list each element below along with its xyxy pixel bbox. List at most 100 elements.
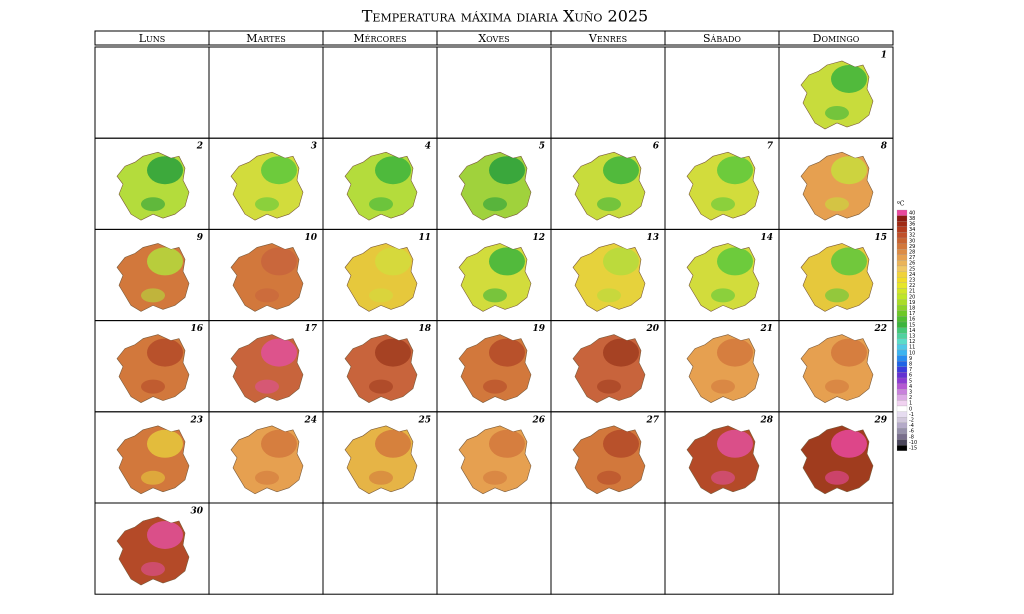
map-zone xyxy=(147,429,183,458)
legend-label: -4 xyxy=(909,423,914,429)
map-zone xyxy=(483,288,507,303)
map-detail xyxy=(369,247,411,303)
day-number: 3 xyxy=(311,142,317,152)
map-detail xyxy=(369,156,411,212)
map xyxy=(344,425,418,495)
map xyxy=(686,334,760,404)
legend-swatch xyxy=(896,372,908,379)
day-number: 12 xyxy=(532,233,545,243)
map-zone xyxy=(255,470,279,485)
legend-label: 30 xyxy=(909,238,915,244)
map-detail xyxy=(711,156,753,212)
day-number: 27 xyxy=(645,415,659,425)
map-detail xyxy=(369,429,411,485)
map-detail xyxy=(255,247,297,303)
day-number: 8 xyxy=(881,142,888,152)
map-zone xyxy=(825,470,849,485)
map xyxy=(686,151,760,221)
legend-swatch xyxy=(896,405,908,412)
map-zone xyxy=(489,156,525,185)
map-zone xyxy=(489,429,525,458)
legend-swatch xyxy=(896,411,908,418)
legend-label: 10 xyxy=(909,350,915,356)
day-number: 22 xyxy=(873,324,887,334)
map xyxy=(800,151,874,221)
map-detail xyxy=(255,156,297,212)
legend-label: 20 xyxy=(909,294,915,300)
map-detail xyxy=(369,338,411,394)
map-zone xyxy=(141,288,165,303)
legend-swatch xyxy=(896,271,908,278)
day-cell xyxy=(664,46,780,139)
map-detail xyxy=(825,247,867,303)
day-cell xyxy=(208,46,324,139)
map-zone xyxy=(711,288,735,303)
map-detail xyxy=(483,338,525,394)
map xyxy=(458,425,532,495)
day-number: 9 xyxy=(197,233,204,243)
day-number: 24 xyxy=(303,415,317,425)
weekday: Luns xyxy=(139,32,166,45)
legend-label: 27 xyxy=(909,255,915,261)
day-number: 23 xyxy=(189,415,203,425)
map-zone xyxy=(717,429,753,458)
day-cell xyxy=(550,502,666,595)
legend-label: 21 xyxy=(909,289,915,295)
legend-swatch xyxy=(896,237,908,244)
day-number: 26 xyxy=(531,415,545,425)
map xyxy=(344,242,418,312)
legend-label: 0 xyxy=(909,406,912,412)
map-zone xyxy=(717,156,753,185)
map xyxy=(344,334,418,404)
map xyxy=(572,242,646,312)
legend-label: 1 xyxy=(909,401,912,407)
map-zone xyxy=(825,106,849,120)
day-number: 11 xyxy=(418,233,431,243)
day-number: 14 xyxy=(760,233,773,243)
map xyxy=(800,425,874,495)
map-zone xyxy=(603,429,639,458)
legend-label: 26 xyxy=(909,261,915,267)
legend-label: 23 xyxy=(909,278,915,284)
header-cell xyxy=(778,30,894,46)
map-zone xyxy=(261,247,297,276)
map-detail xyxy=(711,338,753,394)
map-zone xyxy=(375,338,411,367)
day-number: 2 xyxy=(196,142,203,152)
legend-swatch xyxy=(896,260,908,267)
legend-swatch xyxy=(896,209,908,216)
legend-label: 38 xyxy=(909,216,915,222)
map-detail xyxy=(141,247,183,303)
map-zone xyxy=(147,338,183,367)
legend-unit: ºC xyxy=(897,201,905,208)
day-number: 20 xyxy=(645,324,659,334)
legend-label: 22 xyxy=(909,283,915,289)
day-cell xyxy=(436,502,552,595)
map xyxy=(230,242,304,312)
legend-swatch xyxy=(896,299,908,306)
map-zone xyxy=(255,379,279,394)
map-zone xyxy=(141,379,165,394)
day-cell xyxy=(94,46,210,139)
legend-label: 13 xyxy=(909,334,915,340)
legend-label: -8 xyxy=(909,434,914,440)
map-detail xyxy=(825,65,867,120)
map-zone xyxy=(717,338,753,367)
weekday: Domingo xyxy=(813,32,860,45)
day-number: 30 xyxy=(190,507,203,517)
legend-swatch xyxy=(896,433,908,440)
map-zone xyxy=(261,429,297,458)
map-zone xyxy=(369,379,393,394)
legend-label: 14 xyxy=(909,328,915,334)
map-zone xyxy=(261,338,297,367)
legend-swatch xyxy=(896,288,908,295)
legend-swatch xyxy=(896,226,908,233)
legend-label: -6 xyxy=(909,429,914,435)
map-zone xyxy=(831,338,867,367)
legend-swatch xyxy=(896,377,908,384)
map xyxy=(800,334,874,404)
day-number: 29 xyxy=(873,415,887,425)
weekday: Sábado xyxy=(703,32,741,45)
day-number: 21 xyxy=(759,324,773,334)
legend-label: 34 xyxy=(909,227,915,233)
